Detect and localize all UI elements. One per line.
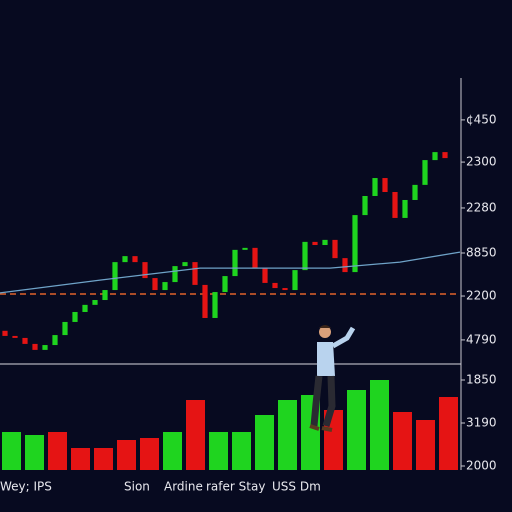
volume-bar: [25, 435, 44, 470]
footer-label: Wey; IPS: [0, 480, 52, 494]
candle-body: [42, 345, 48, 350]
volume-bar: [2, 432, 21, 470]
candle-body: [142, 262, 148, 279]
footer-label: Ardine: [164, 480, 203, 494]
y-tick-label: 1850: [466, 373, 497, 387]
person: [309, 325, 356, 432]
volume-bar: [48, 432, 67, 470]
footer-label: rafer Stay: [206, 480, 265, 494]
candle-body: [112, 262, 118, 291]
candle-body: [162, 282, 168, 291]
candle-body: [292, 270, 298, 291]
volume-bar: [232, 432, 251, 470]
volume-bar: [140, 438, 159, 470]
moving-average: [0, 251, 461, 294]
candle-body: [182, 262, 188, 267]
candle-body: [192, 262, 198, 285]
candle-body: [12, 335, 18, 338]
volume-bar: [255, 415, 274, 470]
candle-body: [372, 178, 378, 196]
volume-bar: [347, 390, 366, 470]
y-tick-label: 4790: [466, 332, 497, 346]
y-tick-label: 2280: [466, 200, 497, 214]
candle-body: [172, 266, 178, 283]
candle-body: [202, 284, 208, 318]
candle-body: [432, 152, 438, 161]
candle-body: [232, 249, 238, 277]
candle-body: [382, 178, 388, 193]
footer-label: USS Dm: [272, 480, 321, 494]
candle-body: [392, 192, 398, 218]
candle-body: [252, 247, 258, 269]
volume-bar: [370, 380, 389, 470]
candle-body: [412, 184, 418, 200]
y-tick-label: 3190: [466, 416, 497, 430]
volume-bar: [94, 448, 113, 470]
candle-body: [152, 278, 158, 291]
candle-body: [212, 292, 218, 318]
candle-body: [422, 160, 428, 185]
volume-bar: [71, 448, 90, 470]
volume-bar: [439, 397, 458, 470]
candle-body: [32, 343, 38, 350]
volume-bar: [393, 412, 412, 470]
candle-body: [322, 239, 328, 246]
footer-label: Sion: [124, 480, 150, 494]
candle-body: [72, 311, 78, 322]
volume-bar: [278, 400, 297, 470]
y-tick-label: 2000: [466, 459, 497, 473]
volume-bar: [209, 432, 228, 470]
candle-body: [242, 247, 248, 250]
volume-bar: [117, 440, 136, 470]
candle-body: [2, 330, 8, 336]
candle-body: [332, 239, 338, 259]
candle-body: [282, 288, 288, 291]
candle-body: [132, 256, 138, 263]
candle-body: [272, 282, 278, 289]
candle-body: [262, 268, 268, 283]
y-tick-label: ¢450: [466, 112, 497, 126]
volume-bar: [186, 400, 205, 470]
candle-body: [92, 300, 98, 305]
candle-body: [22, 337, 28, 344]
volume-bar: [163, 432, 182, 470]
footer: Wey; IPS Sion Ardine rafer Stay USS Dm: [0, 480, 321, 494]
candle-body: [312, 241, 318, 246]
candle-body: [302, 241, 308, 271]
y-tick-label: 8850: [466, 245, 497, 259]
candle-body: [362, 195, 368, 216]
volume-bar: [416, 420, 435, 470]
y-tick-label: 2200: [466, 289, 497, 303]
candle-body: [52, 335, 58, 346]
candle-body: [442, 152, 448, 159]
candle-body: [122, 256, 128, 263]
candle-body: [402, 199, 408, 218]
y-tick-label: 2300: [466, 155, 497, 169]
candle-body: [102, 290, 108, 301]
candle-body: [82, 304, 88, 312]
candle-body: [62, 321, 68, 336]
candle-body: [352, 215, 358, 273]
candle-body: [342, 258, 348, 273]
candle-body: [222, 276, 228, 293]
